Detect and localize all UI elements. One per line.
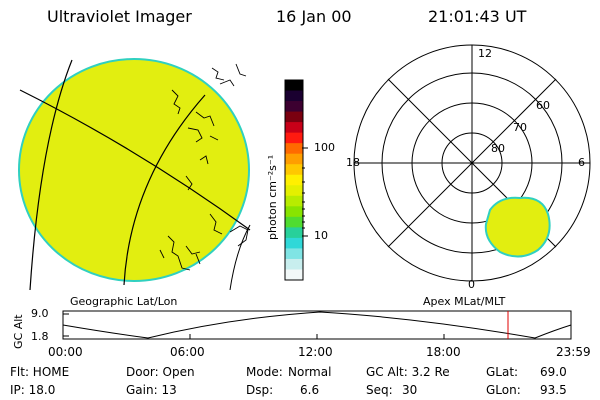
mlt-label-18: 18: [346, 156, 360, 169]
colorbar-segment: [285, 132, 303, 144]
uv-image-disk: [18, 58, 250, 282]
colorbar-segment: [285, 206, 303, 218]
status-ip: IP: 18.0: [10, 383, 56, 397]
altitude-plot: [62, 310, 572, 340]
status-mode-label: Mode:: [246, 365, 283, 379]
status-seq-value: 30: [402, 383, 418, 397]
status-glon-value: 93.5: [540, 383, 567, 397]
colorbar-segment: [285, 216, 303, 228]
colorbar-ticks: [302, 147, 308, 237]
status-door: Door: Open: [126, 365, 195, 379]
colorbar-segment: [285, 143, 303, 155]
colorbar-segment: [285, 90, 303, 102]
geographic-caption: Geographic Lat/Lon: [70, 295, 178, 308]
status-seq-label: Seq:: [366, 383, 393, 397]
lat-label-60: 60: [536, 99, 550, 112]
colorbar-segment: [285, 195, 303, 207]
coastlines: [159, 63, 249, 271]
status-glon-label: GLon:: [486, 383, 521, 397]
colorbar-tick-10: 10: [314, 229, 328, 242]
colorbar-segment: [285, 248, 303, 260]
colorbar-segment: [285, 227, 303, 239]
altitude-xtick-2359: 23:59: [556, 345, 591, 359]
geographic-grid: [19, 59, 251, 290]
mlt-label-6: 6: [578, 156, 585, 169]
colorbar-segment: [285, 122, 303, 134]
colorbar-segment: [285, 80, 303, 92]
lat-label-70: 70: [513, 121, 527, 134]
colorbar: [284, 79, 304, 281]
status-glat-value: 69.0: [540, 365, 567, 379]
colorbar-segment: [285, 153, 303, 165]
altitude-ytick-9: 9.0: [31, 307, 49, 320]
altitude-ytick-1: 1.8: [31, 330, 49, 343]
colorbar-segment: [285, 111, 303, 123]
mlt-label-0: 0: [468, 278, 475, 291]
colorbar-unit-label: photon cm⁻²s⁻¹: [266, 154, 279, 240]
lat-label-80: 80: [491, 142, 505, 155]
polar-plot: [353, 44, 591, 282]
time-label: 21:01:43 UT: [428, 7, 527, 26]
status-glat-label: GLat:: [486, 365, 519, 379]
colorbar-frame: [284, 79, 304, 281]
mlt-label-12: 12: [478, 47, 492, 60]
altitude-xtick-0000: 00:00: [48, 345, 83, 359]
altitude-xtick-0600: 06:00: [170, 345, 205, 359]
status-dsp-label: Dsp:: [246, 383, 274, 397]
status-dsp-value: 6.6: [300, 383, 320, 397]
colorbar-tick-100: 100: [314, 141, 335, 154]
colorbar-segment: [285, 269, 303, 281]
colorbar-segment: [285, 185, 303, 197]
colorbar-segment: [285, 174, 303, 186]
colorbar-segment: [285, 237, 303, 249]
colorbar-segment: [285, 164, 303, 176]
instrument-title: Ultraviolet Imager: [47, 7, 192, 26]
auroral-blob: [484, 196, 551, 258]
status-gain: Gain: 13: [126, 383, 177, 397]
colorbar-segment: [285, 101, 303, 113]
status-flight: Flt: HOME: [10, 365, 70, 379]
date-label: 16 Jan 00: [276, 7, 352, 26]
altitude-xtick-1200: 12:00: [298, 345, 333, 359]
altitude-ylabel: GC Alt: [12, 314, 25, 349]
status-gcalt: GC Alt: 3.2 Re: [366, 365, 450, 379]
altitude-xtick-1800: 18:00: [426, 345, 461, 359]
status-mode-value: Normal: [288, 365, 332, 379]
apex-caption: Apex MLat/MLT: [423, 295, 506, 308]
colorbar-segment: [285, 258, 303, 270]
